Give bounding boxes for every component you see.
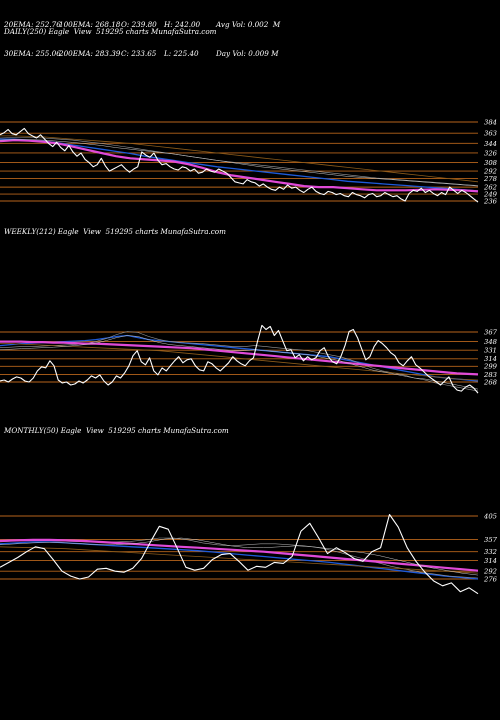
ma-line-2-ma_c — [0, 546, 479, 574]
tick-label-1-0: 367 — [484, 328, 498, 336]
tick-label-0-8: 249 — [483, 190, 498, 198]
tick-label-2-1: 357 — [484, 536, 498, 544]
ma-line-1-ma_d — [0, 340, 479, 376]
tick-label-0-5: 292 — [483, 168, 497, 176]
tick-label-2-0: 405 — [483, 512, 497, 520]
ma-line-0-ma_c — [0, 135, 479, 183]
open-value: O: 239.80 — [121, 20, 157, 29]
ema30-value: 30EMA: 255.06 — [4, 48, 61, 58]
price-line-2 — [0, 513, 479, 595]
price-line-0 — [0, 127, 479, 203]
day-vol-value: Day Vol: 0.009 M — [216, 48, 279, 58]
close-value: C: 233.65 — [121, 48, 157, 58]
tick-label-1-3: 314 — [484, 355, 497, 363]
tick-label-0-2: 344 — [484, 140, 497, 148]
tick-label-0-1: 363 — [484, 130, 497, 138]
tick-label-1-2: 331 — [484, 347, 497, 355]
tick-label-1-4: 299 — [483, 363, 498, 371]
stats-row-1: 20EMA: 252.76100EMA: 268.18O: 239.80 H: 2… — [4, 20, 296, 30]
ma-line-2-ma_d — [0, 538, 479, 572]
low-value: L: 225.40 — [164, 48, 199, 58]
price-line-1 — [0, 324, 479, 394]
tick-label-0-7: 262 — [483, 184, 497, 192]
tick-label-0-3: 326 — [484, 149, 498, 157]
tick-label-1-6: 268 — [483, 378, 498, 386]
tick-label-0-0: 384 — [484, 118, 497, 126]
weekly-panel-title: WEEKLY(212) Eagle View 519295 charts Mun… — [4, 227, 226, 236]
tick-label-2-2: 332 — [484, 548, 497, 556]
ma-line-0-ma_d — [0, 138, 479, 193]
high-value: H: 242.00 — [164, 20, 201, 29]
ma-line-2-ma_e — [0, 537, 479, 576]
ma-line-1-ma_e — [0, 335, 479, 390]
monthly-panel-title: MONTHLY(50) Eagle View 519295 charts Mun… — [4, 426, 229, 435]
stats-block: 20EMA: 252.76100EMA: 268.18O: 239.80 H: 2… — [4, 1, 296, 68]
avg-vol-value: Avg Vol: 0.002 M — [216, 20, 281, 29]
stats-row-2: 30EMA: 255.06200EMA: 283.39C: 233.65 L: 2… — [4, 49, 296, 59]
ma-line-0-ma_a — [0, 138, 479, 192]
tick-label-2-5: 276 — [483, 575, 498, 583]
ema200-value: 200EMA: 283.39 — [59, 48, 121, 58]
ma-line-0-ma_e — [0, 139, 479, 187]
tick-label-2-4: 292 — [483, 568, 497, 576]
ema20-value: 20EMA: 252.76 — [4, 20, 61, 29]
tick-label-0-9: 236 — [483, 197, 498, 205]
tick-label-0-6: 278 — [483, 175, 498, 183]
ma-line-0-ma_b — [0, 137, 479, 186]
ma-line-1-ma_c — [0, 343, 479, 381]
tick-label-1-1: 348 — [484, 338, 498, 346]
tick-label-0-4: 308 — [484, 159, 498, 167]
tick-label-2-3: 314 — [484, 557, 497, 565]
daily-panel-title: DAILY(250) Eagle View 519295 charts Muna… — [4, 27, 217, 36]
ema100-value: 100EMA: 268.18 — [59, 20, 121, 29]
ma-line-1-ma_a — [0, 334, 479, 382]
tick-label-1-5: 283 — [483, 371, 497, 379]
